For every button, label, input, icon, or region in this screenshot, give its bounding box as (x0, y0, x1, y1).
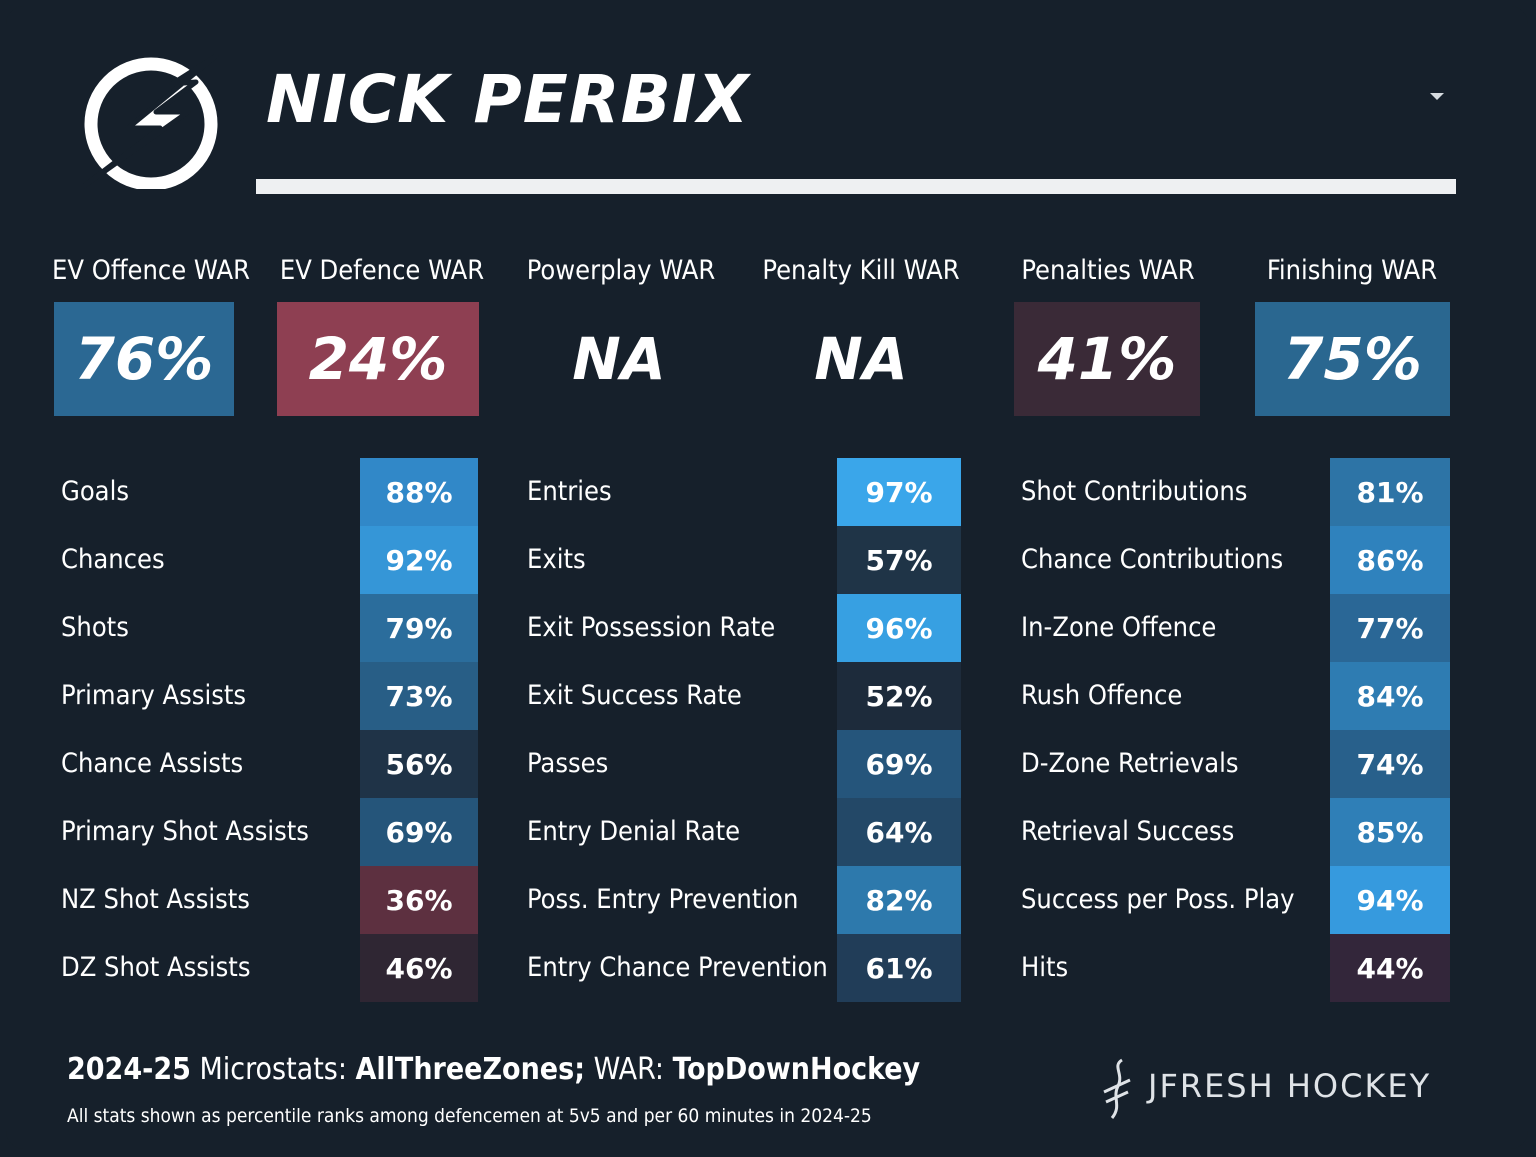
stat-label-contributions: Success per Poss. Play (1021, 884, 1295, 915)
stat-label-offence: Chance Assists (61, 748, 244, 779)
stat-label-offence: Goals (61, 476, 129, 507)
war-value-powerplay: NA (572, 325, 666, 393)
stat-label-contributions: Hits (1021, 952, 1069, 983)
war-source-label: WAR: (593, 1052, 664, 1087)
stat-percentile-transition: 57% (837, 526, 961, 594)
stat-label-offence: Shots (61, 612, 129, 643)
stat-percentile-offence: 56% (360, 730, 478, 798)
stat-label-transition: Entry Denial Rate (527, 816, 741, 847)
stat-percentile-offence: 79% (360, 594, 478, 662)
stat-label-offence: DZ Shot Assists (61, 952, 251, 983)
stat-percentile-transition: 82% (837, 866, 961, 934)
stat-label-transition: Entries (527, 476, 612, 507)
stat-percentile-contributions: 74% (1330, 730, 1450, 798)
stat-percentile-contributions: 77% (1330, 594, 1450, 662)
stat-label-transition: Poss. Entry Prevention (527, 884, 799, 915)
stat-label-transition: Entry Chance Prevention (527, 952, 828, 983)
stat-label-contributions: Shot Contributions (1021, 476, 1248, 507)
stat-label-offence: Primary Assists (61, 680, 247, 711)
footnote: All stats shown as percentile ranks amon… (67, 1105, 872, 1127)
war-label-ev-offence: EV Offence WAR (52, 255, 250, 286)
war-value-ev-offence: 76% (54, 302, 234, 416)
stat-label-offence: NZ Shot Assists (61, 884, 250, 915)
stat-percentile-transition: 97% (837, 458, 961, 526)
stat-percentile-transition: 96% (837, 594, 961, 662)
stat-percentile-offence: 69% (360, 798, 478, 866)
stat-percentile-contributions: 86% (1330, 526, 1450, 594)
stat-percentile-transition: 64% (837, 798, 961, 866)
microstats-source: AllThreeZones; (355, 1052, 585, 1087)
stat-percentile-offence: 88% (360, 458, 478, 526)
war-label-penalty-kill: Penalty Kill WAR (762, 255, 960, 286)
war-value-penalties: 41% (1014, 302, 1200, 416)
stat-percentile-transition: 61% (837, 934, 961, 1002)
stat-percentile-offence: 36% (360, 866, 478, 934)
stat-label-transition: Passes (527, 748, 609, 779)
card: NICK PERBIX EV Offence WAR 76% EV Defenc… (6, 6, 1528, 1149)
war-value-penalty-kill: NA (814, 325, 908, 393)
stat-label-contributions: D-Zone Retrievals (1021, 748, 1239, 779)
brand-name: JFRESH HOCKEY (1148, 1067, 1432, 1105)
war-label-penalties: Penalties WAR (1021, 255, 1195, 286)
stat-label-transition: Exit Possession Rate (527, 612, 776, 643)
war-value-ev-defence: 24% (277, 302, 479, 416)
stat-label-contributions: In-Zone Offence (1021, 612, 1217, 643)
stat-label-offence: Chances (61, 544, 165, 575)
stat-label-contributions: Retrieval Success (1021, 816, 1235, 847)
stat-percentile-contributions: 85% (1330, 798, 1450, 866)
chevron-down-icon[interactable] (1430, 93, 1444, 100)
stat-percentile-contributions: 44% (1330, 934, 1450, 1002)
jfresh-hockey-logo-icon (1103, 1058, 1131, 1119)
season-label: 2024-25 (67, 1052, 191, 1087)
lightning-bolt-logo-icon (81, 54, 219, 189)
stat-percentile-transition: 52% (837, 662, 961, 730)
war-value-finishing: 75% (1255, 302, 1450, 416)
stat-percentile-contributions: 94% (1330, 866, 1450, 934)
player-name: NICK PERBIX (266, 61, 750, 138)
stat-percentile-transition: 69% (837, 730, 961, 798)
stat-label-offence: Primary Shot Assists (61, 816, 309, 847)
war-label-ev-defence: EV Defence WAR (279, 255, 485, 286)
stat-percentile-offence: 92% (360, 526, 478, 594)
title-divider (256, 179, 1456, 194)
microstats-label: Microstats: (199, 1052, 347, 1087)
source-line: 2024-25 Microstats: AllThreeZones; WAR: … (67, 1048, 920, 1092)
war-label-finishing: Finishing WAR (1266, 255, 1438, 286)
stat-percentile-contributions: 81% (1330, 458, 1450, 526)
stat-label-contributions: Rush Offence (1021, 680, 1183, 711)
stat-percentile-contributions: 84% (1330, 662, 1450, 730)
stat-label-contributions: Chance Contributions (1021, 544, 1284, 575)
war-label-powerplay: Powerplay WAR (526, 255, 716, 286)
stat-percentile-offence: 46% (360, 934, 478, 1002)
stat-label-transition: Exit Success Rate (527, 680, 742, 711)
stat-label-transition: Exits (527, 544, 586, 575)
stat-percentile-offence: 73% (360, 662, 478, 730)
war-source: TopDownHockey (672, 1052, 921, 1087)
